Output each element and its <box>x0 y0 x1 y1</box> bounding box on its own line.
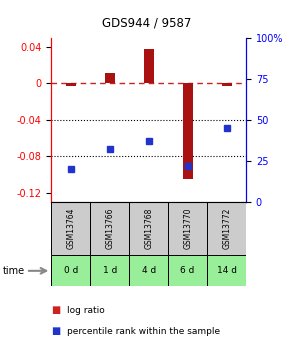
Bar <box>222 83 231 86</box>
Text: 0 d: 0 d <box>64 266 78 275</box>
Text: GDS944 / 9587: GDS944 / 9587 <box>102 16 191 29</box>
Text: ■: ■ <box>51 306 61 315</box>
Bar <box>168 255 207 286</box>
Text: GSM13768: GSM13768 <box>144 208 153 249</box>
Bar <box>51 255 90 286</box>
Text: log ratio: log ratio <box>67 306 105 315</box>
Text: 14 d: 14 d <box>217 266 237 275</box>
Bar <box>207 202 246 255</box>
Text: 1 d: 1 d <box>103 266 117 275</box>
Bar <box>168 202 207 255</box>
Text: 6 d: 6 d <box>180 266 195 275</box>
Text: time: time <box>3 266 25 276</box>
Bar <box>66 83 76 86</box>
Bar <box>105 72 115 83</box>
Text: GSM13764: GSM13764 <box>66 208 75 249</box>
Text: percentile rank within the sample: percentile rank within the sample <box>67 327 221 336</box>
Bar <box>144 49 154 83</box>
Text: GSM13770: GSM13770 <box>183 208 192 249</box>
Bar <box>90 255 129 286</box>
Text: ■: ■ <box>51 326 61 336</box>
Bar <box>90 202 129 255</box>
Text: GSM13772: GSM13772 <box>222 208 231 249</box>
Bar <box>129 202 168 255</box>
Text: GSM13766: GSM13766 <box>105 208 114 249</box>
Bar <box>129 255 168 286</box>
Bar <box>183 83 193 179</box>
Bar <box>207 255 246 286</box>
Text: 4 d: 4 d <box>142 266 156 275</box>
Bar <box>51 202 90 255</box>
